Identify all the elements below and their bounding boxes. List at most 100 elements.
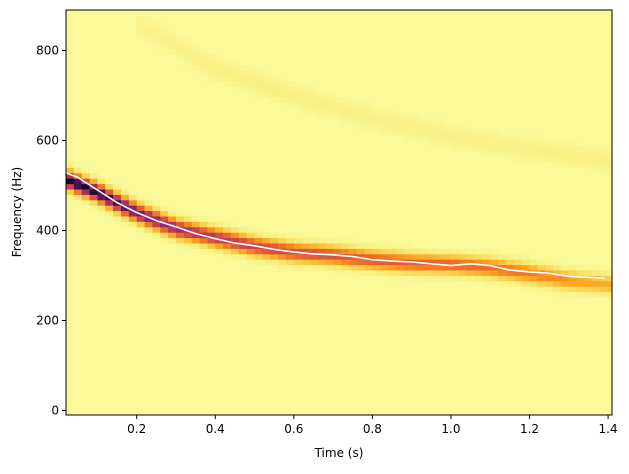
heatmap-cell xyxy=(388,124,397,131)
heatmap-cell xyxy=(293,102,303,109)
heatmap-cell xyxy=(168,32,177,39)
heatmap-cell xyxy=(427,264,436,271)
heatmap-cell xyxy=(278,232,287,239)
heatmap-cell xyxy=(191,59,200,66)
heatmap-cell xyxy=(458,140,468,147)
heatmap-cell xyxy=(160,205,169,212)
heatmap-cell xyxy=(191,43,200,50)
heatmap-cell xyxy=(356,270,365,276)
heatmap-cell xyxy=(97,205,106,212)
heatmap-cell xyxy=(207,232,216,239)
heatmap-cell xyxy=(168,226,177,233)
heatmap-cell xyxy=(144,205,153,212)
heatmap-cell xyxy=(372,270,381,276)
heatmap-cell xyxy=(388,108,397,114)
heatmap-cell xyxy=(553,291,562,298)
heatmap-cell xyxy=(160,210,169,217)
heatmap-cell xyxy=(262,86,271,93)
heatmap-cell xyxy=(364,243,373,249)
heatmap-cell xyxy=(301,264,310,271)
heatmap-cell xyxy=(160,216,169,222)
heatmap-cell xyxy=(560,156,570,163)
heatmap-cell xyxy=(388,253,397,260)
heatmap-cell xyxy=(215,243,224,249)
heatmap-cell xyxy=(333,248,342,255)
heatmap-cell xyxy=(183,59,193,66)
heatmap-cell xyxy=(388,259,397,266)
heatmap-cell xyxy=(215,70,224,77)
heatmap-cell xyxy=(435,135,444,141)
heatmap-cell xyxy=(521,140,530,147)
heatmap-cell xyxy=(505,275,515,282)
heatmap-cell xyxy=(553,156,562,163)
heatmap-cell xyxy=(388,243,397,249)
heatmap-cell xyxy=(309,248,318,255)
heatmap-cell xyxy=(270,97,279,104)
heatmap-cell xyxy=(136,32,145,39)
heatmap-cell xyxy=(120,205,130,212)
heatmap-cell xyxy=(443,264,452,271)
heatmap-cell xyxy=(199,237,208,244)
heatmap-cell xyxy=(293,86,303,93)
heatmap-cell xyxy=(340,253,350,260)
y-tick-label: 200 xyxy=(36,314,59,328)
heatmap-cell xyxy=(450,264,460,271)
heatmap-cell xyxy=(160,226,169,233)
heatmap-cell xyxy=(246,248,255,255)
heatmap-cell xyxy=(576,275,585,282)
heatmap-cell xyxy=(81,178,90,185)
heatmap-cell xyxy=(144,226,153,233)
heatmap-cell xyxy=(293,253,303,260)
heatmap-cell xyxy=(66,183,75,190)
heatmap-cell xyxy=(152,32,161,39)
heatmap-cell xyxy=(427,129,436,136)
heatmap-cell xyxy=(207,70,216,77)
heatmap-cell xyxy=(545,145,554,152)
heatmap-cell xyxy=(223,221,232,228)
heatmap-cell xyxy=(136,16,145,23)
heatmap-cell xyxy=(482,151,491,158)
heatmap-cell xyxy=(136,194,145,201)
heatmap-cell xyxy=(521,275,530,282)
heatmap-cell xyxy=(521,151,530,158)
heatmap-cell xyxy=(521,156,530,163)
heatmap-cell xyxy=(435,253,444,260)
heatmap-cell xyxy=(175,210,185,217)
heatmap-cell xyxy=(199,226,208,233)
heatmap-cell xyxy=(144,27,153,33)
heatmap-cell xyxy=(560,291,570,298)
heatmap-cell xyxy=(466,145,475,152)
heatmap-cell xyxy=(152,205,161,212)
heatmap-cell xyxy=(537,275,546,282)
heatmap-cell xyxy=(411,253,420,260)
heatmap-cell xyxy=(513,140,523,147)
heatmap-cell xyxy=(388,270,397,276)
heatmap-cell xyxy=(207,216,216,222)
heatmap-cell xyxy=(568,151,578,158)
heatmap-cell xyxy=(576,286,585,293)
heatmap-cell xyxy=(73,178,83,185)
heatmap-cell xyxy=(584,270,593,276)
heatmap-cell xyxy=(175,37,185,44)
heatmap-cell xyxy=(246,259,255,266)
heatmap-cell xyxy=(81,199,90,206)
heatmap-cell xyxy=(450,135,460,141)
heatmap-cell xyxy=(419,270,428,276)
heatmap-cell xyxy=(364,102,373,109)
heatmap-cell xyxy=(411,124,420,131)
heatmap-cell xyxy=(191,64,200,71)
heatmap-cell xyxy=(466,275,475,282)
heatmap-cell xyxy=(466,264,475,271)
heatmap-cell xyxy=(301,243,310,249)
heatmap-cell xyxy=(152,27,161,33)
heatmap-cell xyxy=(443,270,452,276)
heatmap-cell xyxy=(505,135,515,141)
heatmap-cell xyxy=(560,270,570,276)
heatmap-cell xyxy=(340,102,350,109)
heatmap-cell xyxy=(113,205,122,212)
heatmap-cell xyxy=(380,243,389,249)
heatmap-cell xyxy=(490,270,499,276)
heatmap-cell xyxy=(73,194,83,201)
heatmap-cell xyxy=(576,270,585,276)
heatmap-cell xyxy=(498,140,507,147)
